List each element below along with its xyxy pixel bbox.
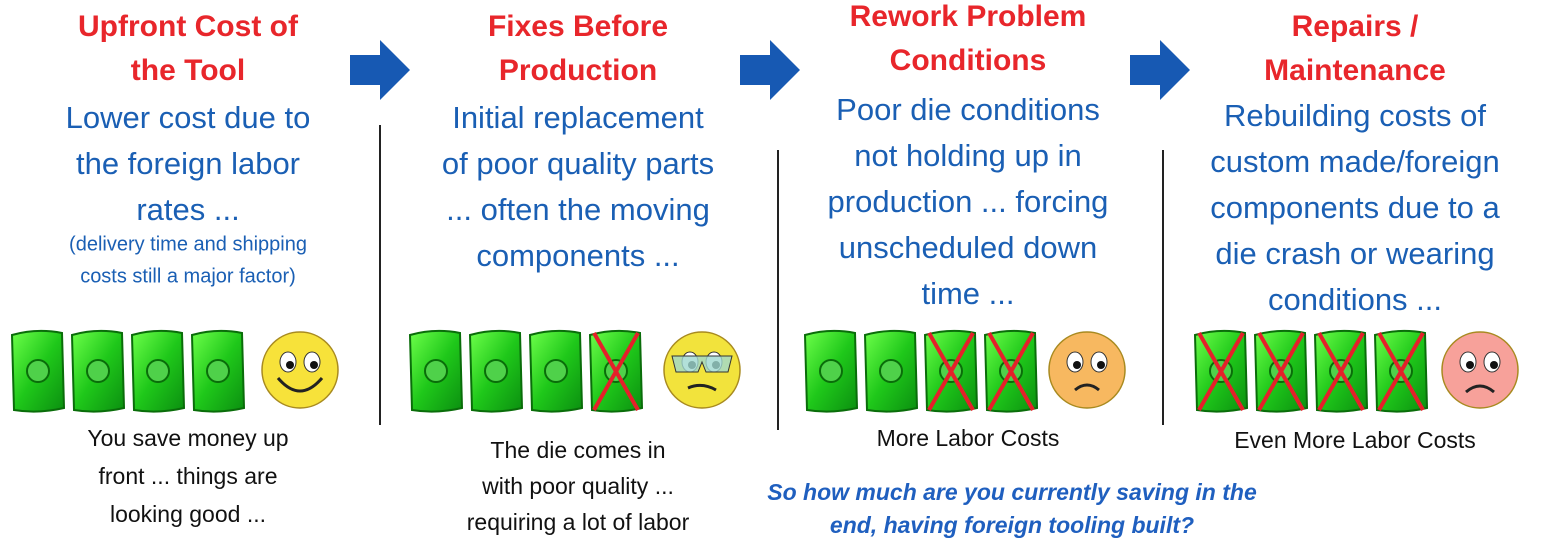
bill-seal (545, 360, 567, 382)
bill-seal (147, 360, 169, 382)
column-description: conditions ... (1268, 282, 1442, 317)
bill-seal (87, 360, 109, 382)
column-title: Repairs / (1292, 10, 1419, 43)
column: Fixes Before Production Initial replacemen… (410, 10, 740, 535)
slide: Upfront Cost of the Tool Lower cost due to… (0, 0, 1552, 544)
face-head (262, 332, 338, 408)
face-pupil (1097, 361, 1105, 369)
crossed-bill (1255, 331, 1307, 412)
column-description: Rebuilding costs of (1224, 98, 1486, 133)
column-caption: requiring a lot of labor (467, 509, 690, 535)
face-pupil (286, 361, 294, 369)
closing-question: end, having foreign tooling built? (830, 512, 1194, 538)
column-note: (delivery time and shipping (69, 233, 307, 255)
crossed-bill (1195, 331, 1247, 412)
face-head (1049, 332, 1125, 408)
column-caption: looking good ... (110, 501, 266, 527)
money-bill (530, 331, 582, 412)
column-description: ... often the moving (446, 192, 710, 227)
money-bill (410, 331, 462, 412)
face-pupil (1490, 361, 1498, 369)
column-title: the Tool (131, 54, 245, 87)
money-bill (805, 331, 857, 412)
crossed-bill (590, 331, 642, 412)
column-description: Lower cost due to (66, 100, 311, 135)
column-caption: with poor quality ... (481, 473, 674, 499)
column-description: die crash or wearing (1215, 236, 1494, 271)
bill-seal (425, 360, 447, 382)
bill-seal (207, 360, 229, 382)
column-description: not holding up in (854, 138, 1082, 173)
column-title: Rework Problem (850, 0, 1087, 33)
column-description: unscheduled down (839, 230, 1098, 265)
column-caption: The die comes in (490, 437, 665, 463)
column-title: Conditions (890, 44, 1047, 77)
column: Rework Problem Conditions Poor die conditi… (805, 0, 1125, 451)
column-description: components ... (476, 238, 679, 273)
crossed-bill (925, 331, 977, 412)
crossed-bill (985, 331, 1037, 412)
arrow (740, 40, 800, 100)
money-bill (192, 331, 244, 412)
face (664, 332, 740, 408)
column: Upfront Cost of the Tool Lower cost due to… (12, 10, 338, 527)
arrows (350, 40, 1190, 100)
bill-seal (820, 360, 842, 382)
money-bill (72, 331, 124, 412)
column-description: custom made/foreign (1210, 144, 1499, 179)
column-description: components due to a (1210, 190, 1500, 225)
crossed-bill (1375, 331, 1427, 412)
closing-question: So how much are you currently saving in … (767, 479, 1257, 505)
face-pupil (1466, 361, 1474, 369)
face-head (1442, 332, 1518, 408)
bill-seal (485, 360, 507, 382)
column-title: Maintenance (1264, 54, 1446, 87)
bill-seal (27, 360, 49, 382)
money-bill (132, 331, 184, 412)
face (262, 332, 338, 408)
crossed-bill (1315, 331, 1367, 412)
money-bill (865, 331, 917, 412)
column-caption: Even More Labor Costs (1234, 427, 1476, 453)
face (1049, 332, 1125, 408)
column-description: time ... (921, 276, 1014, 311)
arrow (1130, 40, 1190, 100)
face (1442, 332, 1518, 408)
column-description: rates ... (136, 192, 239, 227)
column-description: of poor quality parts (442, 146, 714, 181)
column-description: production ... forcing (828, 184, 1109, 219)
money-bill (470, 331, 522, 412)
money-bill (12, 331, 64, 412)
column-caption: More Labor Costs (877, 425, 1060, 451)
column-caption: front ... things are (99, 463, 278, 489)
column-description: Poor die conditions (836, 92, 1100, 127)
column: Repairs / Maintenance Rebuilding costs of c… (1195, 10, 1518, 453)
face-pupil (1073, 361, 1081, 369)
column-title: Fixes Before (488, 10, 668, 43)
column-description: Initial replacement (452, 100, 704, 135)
arrow (350, 40, 410, 100)
column-title: Production (499, 54, 657, 87)
column-description: the foreign labor (76, 146, 300, 181)
face-pupil (310, 361, 318, 369)
bill-seal (880, 360, 902, 382)
column-note: costs still a major factor) (80, 265, 296, 287)
column-caption: You save money up (87, 425, 288, 451)
column-title: Upfront Cost of (78, 10, 299, 43)
